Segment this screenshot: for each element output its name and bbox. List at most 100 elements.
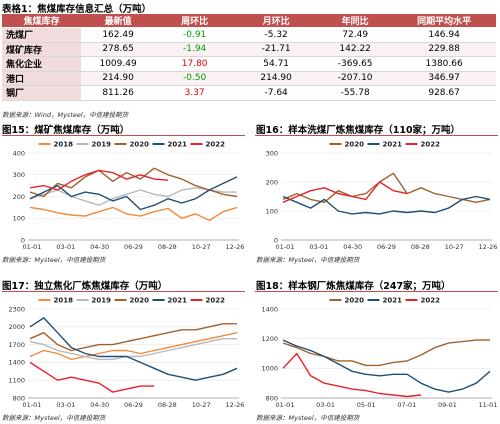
y-tick-label: 2000 bbox=[8, 323, 25, 331]
legend-item-2022: 2022 bbox=[405, 297, 440, 305]
table-cell: 214.90 bbox=[234, 71, 319, 86]
table-cell: -7.64 bbox=[234, 85, 319, 101]
legend-label: 2021 bbox=[383, 141, 403, 149]
series-line-2022 bbox=[29, 361, 155, 393]
table-cell: 928.67 bbox=[392, 85, 496, 101]
chart-18-source: 数据来源：Mysteel，中信建投期货 bbox=[256, 414, 360, 422]
col-header: 月环比 bbox=[234, 14, 319, 28]
chart-15-title: 图15：煤矿焦煤库存（万吨） bbox=[2, 125, 130, 136]
chart-16-title: 图16：样本洗煤厂炼焦煤库存（110家；万吨） bbox=[256, 125, 461, 136]
x-tick-label: 03-01 bbox=[56, 401, 75, 409]
table-cell: 811.26 bbox=[81, 85, 156, 101]
series-line-2021 bbox=[29, 176, 238, 211]
legend-label: 2018 bbox=[54, 297, 74, 305]
table-cell: 1380.66 bbox=[392, 56, 496, 72]
legend-item-2022: 2022 bbox=[190, 141, 225, 149]
table-cell: 229.88 bbox=[392, 42, 496, 57]
chart-15-source: 数据来源：Mysteel，中信建投期货 bbox=[2, 256, 106, 264]
table-cell: -21.71 bbox=[234, 42, 319, 57]
x-tick-label: 04-30 bbox=[90, 243, 109, 251]
chart-svg: 2020 2021 2022 0 100 200 300 01-01 03-01 04-30 06-… bbox=[266, 141, 498, 252]
col-header: 同期平均水平 bbox=[392, 14, 496, 28]
legend-item-2021: 2021 bbox=[152, 141, 188, 149]
col-header: 年同比 bbox=[318, 14, 393, 28]
table-cell: 3.37 bbox=[155, 85, 235, 101]
x-tick-label: 12-26 bbox=[479, 243, 498, 251]
legend-item-2019: 2019 bbox=[76, 297, 112, 305]
row-label: 焦化企业 bbox=[2, 56, 82, 72]
table-cell: -0.91 bbox=[155, 27, 235, 43]
series-line-2019 bbox=[29, 187, 237, 206]
x-tick-label: 04-30 bbox=[343, 243, 362, 251]
table-cell: -1.94 bbox=[155, 42, 235, 57]
y-tick-label: 2300 bbox=[8, 305, 25, 313]
x-tick-label: 08-28 bbox=[158, 243, 177, 251]
x-tick-label: 08-28 bbox=[411, 243, 430, 251]
series-line-2018 bbox=[29, 206, 238, 222]
y-tick-label: 0 bbox=[274, 236, 278, 244]
x-tick-label: 04-30 bbox=[90, 401, 109, 409]
y-tick-label: 1200 bbox=[261, 335, 278, 343]
legend-item-2020: 2020 bbox=[114, 141, 149, 149]
legend-item-2022: 2022 bbox=[405, 141, 441, 149]
chart-17: 2018 2019 2020 2021 2022 800 1100 1400 1700 2000 2… bbox=[2, 293, 245, 410]
x-tick-label: 03-01 bbox=[309, 243, 328, 251]
x-tick-label: 10-27 bbox=[192, 243, 211, 251]
x-tick-label: 01-01 bbox=[23, 243, 42, 251]
y-tick-label: 300 bbox=[266, 149, 278, 157]
y-tick-label: 1400 bbox=[261, 305, 278, 313]
legend-item-2019: 2019 bbox=[76, 141, 112, 149]
x-tick-label: 05-01 bbox=[357, 401, 376, 409]
x-tick-label: 03-01 bbox=[56, 243, 75, 251]
y-tick-label: 100 bbox=[13, 215, 25, 223]
legend-label: 2019 bbox=[92, 297, 112, 305]
y-tick-label: 300 bbox=[13, 171, 25, 179]
chart-18-title: 图18：样本钢厂炼焦煤库存（247家；万吨） bbox=[256, 281, 451, 292]
legend-item-2021: 2021 bbox=[367, 141, 403, 149]
table-header-row: 焦煤库存 最新值 周环比 月环比 年同比 同期平均水平 bbox=[2, 14, 496, 28]
chart-16: 2020 2021 2022 0 100 200 300 01-01 03-01 04-30 06-… bbox=[255, 137, 498, 252]
table-cell: 72.49 bbox=[318, 27, 393, 43]
legend-label: 2020 bbox=[130, 297, 150, 305]
legend-label: 2022 bbox=[206, 297, 226, 305]
legend-label: 2019 bbox=[92, 141, 112, 149]
x-tick-label: 09-01 bbox=[438, 401, 457, 409]
series-line-2018 bbox=[29, 332, 238, 361]
legend-item-2020: 2020 bbox=[114, 297, 150, 305]
table-cell: 54.71 bbox=[234, 56, 319, 72]
x-tick-label: 06-29 bbox=[377, 243, 396, 251]
table-cell: 142.22 bbox=[318, 42, 393, 57]
series-line-2020 bbox=[282, 339, 490, 367]
y-tick-label: 1700 bbox=[8, 341, 25, 349]
x-tick-label: 06-29 bbox=[124, 401, 143, 409]
series-line-2020 bbox=[29, 323, 237, 352]
table-cell: -5.32 bbox=[234, 27, 319, 43]
legend-label: 2020 bbox=[345, 297, 365, 305]
row-label: 港口 bbox=[2, 71, 82, 86]
x-tick-label: 03-01 bbox=[316, 401, 335, 409]
x-tick-label: 01-01 bbox=[23, 401, 42, 409]
y-tick-label: 200 bbox=[13, 193, 25, 201]
col-header: 焦煤库存 bbox=[2, 14, 82, 28]
legend-label: 2021 bbox=[168, 141, 188, 149]
x-tick-label: 01-01 bbox=[276, 401, 295, 409]
col-header: 周环比 bbox=[155, 14, 235, 28]
y-tick-label: 0 bbox=[21, 236, 25, 244]
legend-item-2020: 2020 bbox=[329, 141, 364, 149]
chart-svg: 2018 2019 2020 2021 2022 800 1100 1400 1700 2000 2… bbox=[8, 297, 245, 410]
x-tick-label: 10-27 bbox=[192, 401, 211, 409]
table-cell: 1009.49 bbox=[81, 56, 156, 72]
legend-label: 2022 bbox=[421, 141, 441, 149]
x-tick-label: 12-26 bbox=[226, 243, 245, 251]
x-tick-label: 12-26 bbox=[226, 401, 245, 409]
series-line-2022 bbox=[29, 169, 169, 191]
series-line-2019 bbox=[29, 338, 237, 361]
chart-17-source: 数据来源：Mysteel，中信建投期货 bbox=[2, 414, 106, 422]
y-tick-label: 800 bbox=[266, 394, 278, 402]
table-row: 钢厂 811.26 3.37 -7.64 -55.78 928.67 bbox=[2, 85, 496, 101]
series-line-2020 bbox=[282, 172, 491, 203]
legend-item-2022: 2022 bbox=[190, 297, 226, 305]
row-label: 钢厂 bbox=[2, 85, 82, 101]
table-row: 焦化企业 1009.49 17.80 54.71 -369.65 1380.66 bbox=[2, 56, 496, 72]
table-cell: -369.65 bbox=[318, 56, 393, 72]
